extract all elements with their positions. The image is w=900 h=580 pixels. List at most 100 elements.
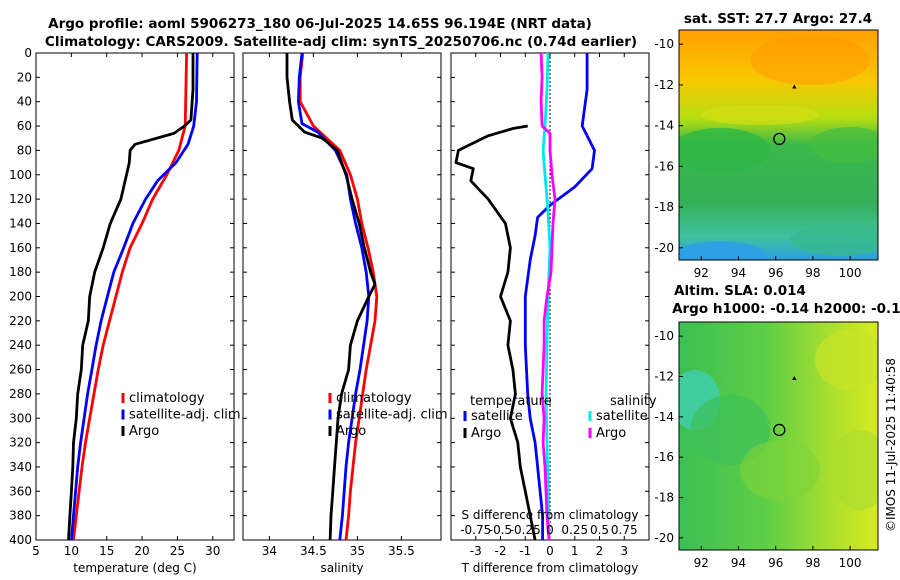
y-tick-label: 120 — [9, 192, 32, 206]
map-x-tick-label: 100 — [839, 266, 862, 280]
y-tick-label: 0 — [24, 46, 32, 60]
x-tick-label: 1 — [571, 544, 579, 558]
sla-map-patches — [679, 330, 878, 510]
series-line-0 — [523, 53, 596, 540]
x-tick-label: 35 — [350, 544, 365, 558]
x-tick-label: 25 — [170, 544, 185, 558]
x-tick-label: 15 — [99, 544, 114, 558]
map-y-tick-label: -14 — [654, 410, 674, 424]
map-x-tick-label: 96 — [768, 266, 783, 280]
y-tick-label: 320 — [9, 436, 32, 450]
x-tick-label: 34.5 — [300, 544, 327, 558]
map-y-tick-label: -12 — [654, 78, 674, 92]
top-tick-label: 0.25 — [561, 523, 588, 537]
sla-map-title: Altim. SLA: 0.014 — [674, 283, 806, 299]
y-tick-label: 360 — [9, 484, 32, 498]
top-tick-label: 0 — [546, 523, 554, 537]
x-tick-label: 0 — [546, 544, 554, 558]
top-tick-label: -0.25 — [510, 523, 541, 537]
sla-argo-position-marker — [773, 423, 786, 437]
y-tick-label: 20 — [17, 70, 32, 84]
series-line-0 — [72, 52, 188, 541]
map-y-tick-label: -20 — [654, 241, 674, 255]
sla-triangle-marker — [792, 375, 797, 380]
x-tick-label: 2 — [596, 544, 604, 558]
y-tick-label: 300 — [9, 411, 32, 425]
y-tick-label: 220 — [9, 314, 32, 328]
credit-text: ©IMOS 11-Jul-2025 11:40:58 — [884, 358, 898, 532]
x-tick-label: -3 — [470, 544, 482, 558]
title-line-1: Argo profile: aoml 5906273_180 06-Jul-20… — [48, 16, 592, 32]
legend-entry: climatology — [129, 391, 205, 406]
map-y-tick-label: -18 — [654, 200, 674, 214]
y-tick-label: 340 — [9, 460, 32, 474]
x-tick-label: 5 — [32, 544, 40, 558]
map-x-tick-label: 96 — [768, 556, 783, 570]
map-x-tick-label: 98 — [805, 556, 820, 570]
map-y-tick-label: -16 — [654, 159, 674, 173]
series-line-1 — [454, 124, 537, 541]
plot-frame — [35, 52, 235, 541]
y-tick-label: 240 — [9, 338, 32, 352]
y-tick-label: 100 — [9, 168, 32, 182]
y-tick-label: 400 — [9, 533, 32, 547]
sla-map: Altim. SLA: 0.014 Argo h1000: -0.14 h200… — [654, 283, 900, 570]
y-tick-label: 160 — [9, 241, 32, 255]
map-y-tick-label: -20 — [654, 531, 674, 545]
legend-entry: satellite-adj. clim — [129, 408, 241, 423]
y-tick-label: 40 — [17, 95, 32, 109]
y-tick-label: 60 — [17, 119, 32, 133]
map-y-tick-label: -10 — [654, 37, 674, 51]
legend-entry: climatology — [336, 391, 412, 406]
top-axis-label: S difference from climatology — [462, 508, 639, 522]
series-line-0 — [298, 52, 379, 541]
legend-entry: satellite — [596, 409, 648, 424]
difference-panel: -3 -2 -1 0 1 2 3 T difference from climatology t… — [450, 52, 657, 575]
top-tick-label: 0.5 — [590, 523, 609, 537]
legend-entry: Argo — [596, 426, 626, 441]
map-y-tick-label: -18 — [654, 491, 674, 505]
legend-entry: Argo — [336, 424, 366, 439]
map-x-tick-label: 94 — [731, 266, 746, 280]
x-tick-label: -1 — [519, 544, 531, 558]
map-x-tick-label: 92 — [694, 266, 709, 280]
x-axis-label: salinity — [320, 561, 363, 575]
x-tick-label: 30 — [205, 544, 220, 558]
sst-map: sat. SST: 27.7 Argo: 27.4 92 94 96 98 100 -10… — [654, 11, 879, 280]
map-x-tick-label: 92 — [694, 556, 709, 570]
top-tick-label: -0.5 — [489, 523, 512, 537]
y-tick-label: 280 — [9, 387, 32, 401]
series-line-3 — [539, 52, 557, 541]
top-tick-label: 0.75 — [611, 523, 638, 537]
series-line-1 — [70, 52, 199, 541]
series-line-2 — [67, 53, 195, 541]
title-line-2: Climatology: CARS2009. Satellite-adj cli… — [45, 34, 637, 50]
map-y-tick-label: -16 — [654, 450, 674, 464]
series-line-2 — [541, 52, 552, 541]
x-tick-label: 20 — [134, 544, 149, 558]
series-line-2 — [285, 53, 377, 541]
y-tick-label: 80 — [17, 143, 32, 157]
map-x-tick-label: 94 — [731, 556, 746, 570]
x-axis-label: T difference from climatology — [461, 561, 639, 575]
sst-map-ticks: 92 94 96 98 100 -10 -12 -14 -16 -18 -20 — [654, 37, 861, 280]
x-tick-label: 10 — [64, 544, 79, 558]
legend-entry: Argo — [471, 426, 501, 441]
sst-triangle-marker — [792, 84, 797, 89]
legend-header-temperature: temperature — [470, 394, 552, 409]
x-tick-label: 35.5 — [388, 544, 415, 558]
legend-header-salinity: salinity — [610, 394, 657, 409]
x-tick-label: 3 — [620, 544, 628, 558]
legend-entry: satellite-adj. clim — [336, 408, 448, 423]
y-tick-label: 140 — [9, 216, 32, 230]
legend-entry: Argo — [129, 424, 159, 439]
legend-entry: satellite — [471, 409, 523, 424]
map-x-tick-label: 100 — [839, 556, 862, 570]
x-tick-label: 34 — [262, 544, 277, 558]
series-line-1 — [296, 52, 371, 541]
top-tick-label: -0.75 — [460, 523, 491, 537]
y-tick-label: 180 — [9, 265, 32, 279]
x-tick-label: -2 — [495, 544, 507, 558]
map-y-tick-label: -10 — [654, 329, 674, 343]
